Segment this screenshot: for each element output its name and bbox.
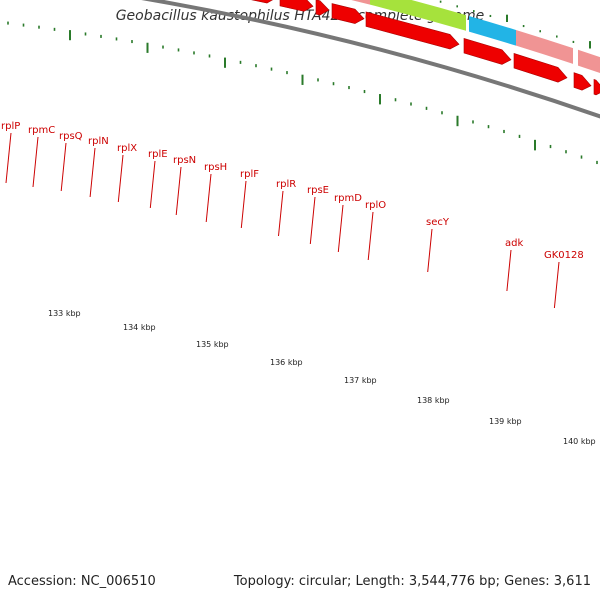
cds-arrow bbox=[251, 0, 273, 4]
gene-label-rpmC: rpmC bbox=[28, 125, 55, 136]
gene-leader-line bbox=[309, 196, 316, 245]
genome-summary-text: Topology: circular; Length: 3,544,776 bp… bbox=[233, 574, 591, 589]
gene-label-rpmD: rpmD bbox=[334, 193, 362, 204]
gene-leader-line bbox=[117, 154, 124, 203]
kbp-scale-label: 135 kbp bbox=[196, 340, 229, 349]
gene-label-rpsH: rpsH bbox=[204, 162, 227, 173]
gene-leader-line bbox=[149, 160, 156, 209]
cds-arrow bbox=[279, 0, 314, 12]
gene-label-rpsE: rpsE bbox=[307, 185, 329, 196]
gene-segment-adk bbox=[469, 15, 516, 46]
gene-label-GK0128: GK0128 bbox=[544, 250, 584, 261]
gene-leader-line bbox=[240, 180, 247, 229]
gene-label-secY: secY bbox=[426, 217, 450, 228]
cds-arrow bbox=[463, 38, 512, 65]
gene-segment-secY bbox=[370, 0, 466, 31]
backbone-line bbox=[140, 0, 600, 119]
gene-label-rplP: rplP bbox=[1, 121, 20, 132]
cds-arrow bbox=[315, 0, 330, 16]
gene-label-rpsQ: rpsQ bbox=[59, 131, 83, 142]
gene-label-rplF: rplF bbox=[240, 169, 259, 180]
gene-leader-line bbox=[506, 249, 512, 292]
gene-leader-line bbox=[427, 228, 433, 273]
gene-segment bbox=[516, 29, 573, 64]
gene-label-adk: adk bbox=[505, 238, 523, 249]
kbp-scale-label: 136 kbp bbox=[270, 358, 303, 367]
gene-label-rpsN: rpsN bbox=[173, 155, 196, 166]
gene-label-rplR: rplR bbox=[276, 179, 296, 190]
gene-segment bbox=[351, 0, 370, 5]
gene-leader-line bbox=[337, 204, 344, 253]
gene-label-rplE: rplE bbox=[148, 149, 168, 160]
gene-leader-line bbox=[32, 136, 39, 188]
gene-label-rplX: rplX bbox=[117, 143, 137, 154]
gene-leader-line bbox=[367, 211, 374, 261]
kbp-scale-label: 134 kbp bbox=[123, 323, 156, 332]
gene-segment bbox=[578, 49, 600, 74]
gene-leader-line bbox=[553, 261, 560, 309]
cds-arrow bbox=[573, 72, 592, 91]
kbp-scale-label: 140 kbp bbox=[563, 437, 596, 446]
gene-leader-line bbox=[205, 173, 212, 223]
kbp-scale-label: 138 kbp bbox=[417, 396, 450, 405]
kbp-scale-label: 137 kbp bbox=[344, 376, 377, 385]
cds-arrow bbox=[331, 3, 365, 24]
gene-leader-line bbox=[175, 166, 182, 216]
cds-arrow bbox=[365, 11, 460, 50]
cds-arrow bbox=[593, 78, 600, 96]
gene-leader-line bbox=[60, 142, 67, 192]
gene-leader-line bbox=[89, 147, 96, 198]
accession-text: Accession: NC_006510 bbox=[8, 574, 156, 589]
kbp-scale-label: 139 kbp bbox=[489, 417, 522, 426]
gene-label-rplN: rplN bbox=[88, 136, 109, 147]
gene-label-rplO: rplO bbox=[365, 200, 386, 211]
cds-arrow bbox=[513, 53, 568, 83]
kbp-scale-label: 133 kbp bbox=[48, 309, 81, 318]
gene-leader-line bbox=[5, 132, 12, 184]
gene-leader-line bbox=[278, 190, 284, 237]
